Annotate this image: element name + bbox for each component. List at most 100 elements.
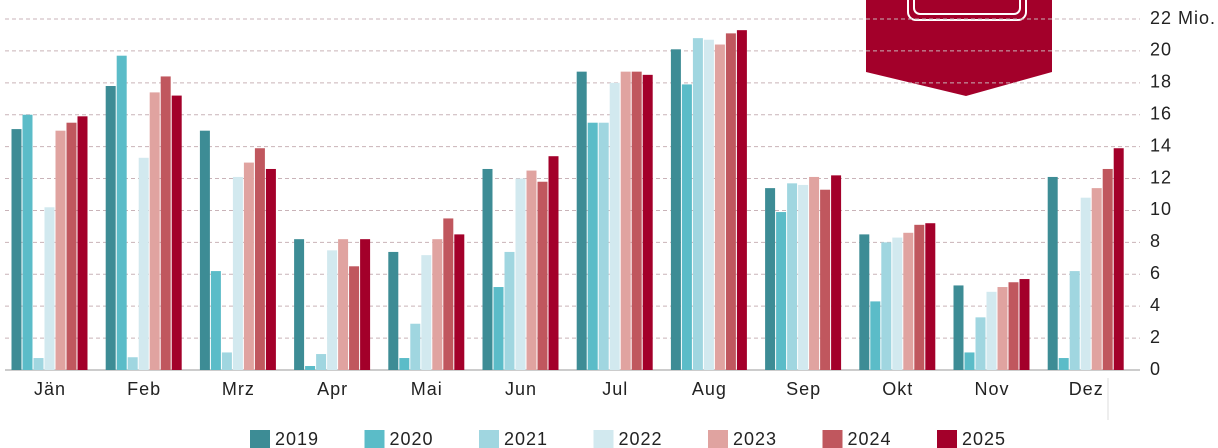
bar [1080,197,1091,370]
bar [515,178,526,370]
bar [482,168,493,370]
badge-icon [913,0,1021,15]
bar [681,84,692,370]
bar [914,224,925,370]
bar [798,184,809,370]
y-tick-label: 6 [1150,263,1161,283]
bar [609,82,620,371]
y-tick-label: 16 [1150,103,1172,123]
bar [210,271,221,370]
x-tick-label: Mrz [222,379,255,399]
bar [11,129,22,370]
bar [870,301,881,370]
bar [631,71,642,371]
bar [254,148,265,370]
bar [776,212,787,370]
bar [576,71,587,371]
bar [831,175,842,370]
bar [587,122,598,370]
x-tick-label: Jul [602,379,628,399]
bar [116,55,127,370]
bar [316,354,327,370]
legend-label: 2021 [504,429,548,448]
bar [714,44,725,370]
x-tick-label: Jän [34,379,66,399]
bar [55,130,66,370]
bar [493,287,504,370]
bar [160,76,171,370]
bar [670,49,681,371]
bar [537,181,548,370]
bar [1069,271,1080,370]
x-tick-label: Okt [882,379,913,399]
bar [903,232,914,370]
bar [964,352,975,370]
bar [787,183,798,370]
bar [620,71,631,371]
legend-label: 2020 [390,429,434,448]
bar [349,266,360,370]
bar [421,255,432,370]
bar [1047,176,1058,370]
bar [44,207,55,370]
bar [986,291,997,370]
legend-swatch [479,430,499,448]
bar [232,176,243,370]
bar [138,157,149,370]
y-tick-label: 2 [1150,327,1161,347]
badge-icon [907,0,1027,21]
bar [736,30,747,370]
bar [149,92,160,371]
bar [399,358,410,370]
bar [338,239,349,370]
y-tick-label: 12 [1150,167,1172,187]
legend-label: 2024 [848,429,892,448]
bar [294,239,305,370]
bar [265,168,276,370]
y-tick-label: 22 Mio. [1150,8,1216,28]
y-tick-label: 20 [1150,40,1172,60]
y-tick-label: 8 [1150,231,1161,251]
bar [1019,279,1030,370]
bar [360,239,371,370]
bar [504,251,515,370]
bar [997,287,1008,370]
badge [866,0,1052,96]
legend-swatch [937,430,957,448]
y-tick-label: 4 [1150,295,1161,315]
bar [22,114,33,371]
bar [221,352,232,370]
legend-label: 2025 [962,429,1006,448]
bar [171,95,182,370]
bar [820,189,831,370]
x-tick-label: Mai [411,379,443,399]
legend-swatch [364,430,385,448]
x-tick-label: Nov [974,379,1009,399]
legend-label: 2022 [619,429,663,448]
legend-swatch [822,430,843,448]
bar [548,156,559,370]
bar [953,285,964,370]
bar [892,237,903,370]
bar [925,223,936,370]
x-tick-label: Jun [505,379,537,399]
x-tick-label: Dez [1069,379,1104,399]
bar [410,323,421,370]
bar [77,116,88,370]
bar [703,39,714,371]
bar [388,251,399,370]
legend-label: 2019 [275,429,319,448]
legend-swatch [708,430,728,448]
bar [1008,282,1019,370]
bar [598,122,609,370]
bar [975,317,986,370]
bar [765,188,776,370]
bar [1091,188,1102,370]
bar [1102,168,1113,370]
x-tick-label: Apr [317,379,348,399]
legend-swatch [593,430,614,448]
bar [33,358,44,370]
bar [526,170,537,370]
